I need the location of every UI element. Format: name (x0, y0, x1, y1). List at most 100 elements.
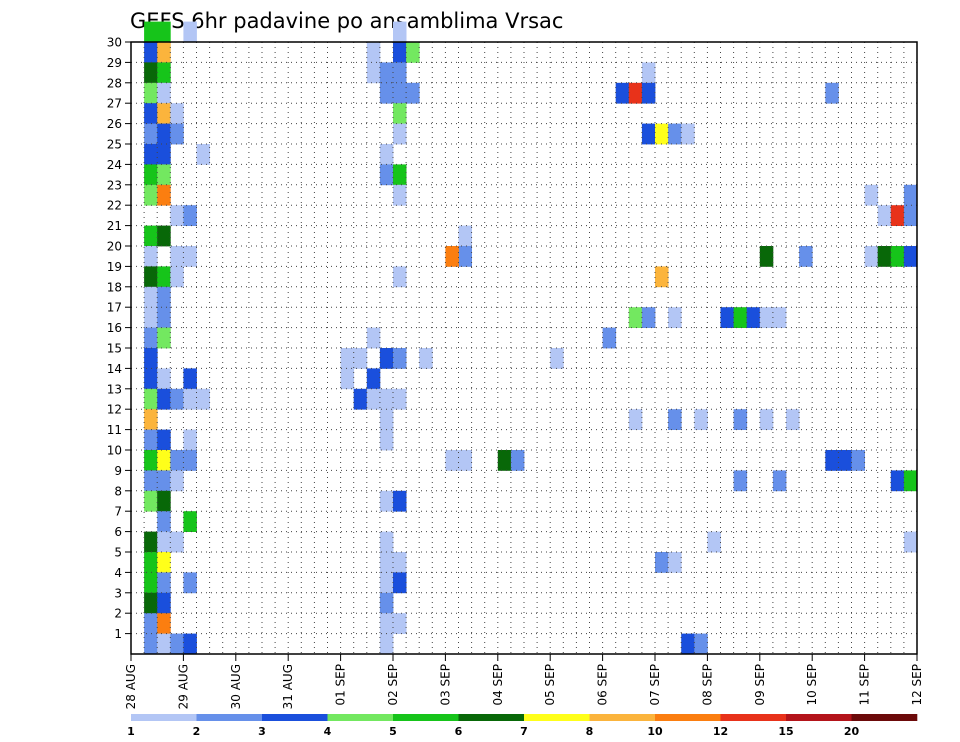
y-tick-label: 10 (107, 444, 122, 458)
heatmap-cell (157, 572, 171, 594)
x-tick-label: 31 AUG (281, 664, 295, 709)
heatmap-cell (681, 123, 695, 145)
heatmap-cell (379, 388, 394, 410)
x-tick-label: 11 SEP (858, 664, 872, 706)
heatmap-cell (655, 266, 669, 288)
heatmap-cell (144, 552, 158, 573)
y-tick-label: 6 (114, 525, 122, 539)
heatmap-cell (144, 184, 158, 206)
heatmap-cell (157, 490, 171, 512)
heatmap-cell (864, 246, 879, 267)
heatmap-cell (157, 225, 171, 247)
x-tick-label: 03 SEP (438, 664, 452, 706)
colorbar-label: 5 (389, 725, 397, 738)
heatmap-cell (838, 450, 852, 471)
heatmap-cell (903, 470, 918, 492)
heatmap-cell (733, 307, 748, 328)
heatmap-cell (379, 429, 394, 451)
heatmap-cell (366, 62, 381, 84)
heatmap-cell (157, 103, 171, 124)
heatmap-cell (144, 327, 158, 349)
heatmap-cell (157, 613, 171, 634)
y-tick-label: 28 (107, 76, 122, 90)
heatmap-cell (903, 531, 918, 553)
heatmap-cell (786, 409, 800, 430)
heatmap-cell (393, 164, 407, 186)
colorbar-label: 6 (455, 725, 463, 738)
heatmap-cell (497, 450, 512, 471)
heatmap-cell (144, 572, 158, 594)
heatmap-cell (144, 62, 158, 84)
heatmap-cell (170, 205, 184, 226)
heatmap-cell (655, 552, 669, 573)
heatmap-cell (890, 246, 905, 267)
colorbar-swatch (720, 714, 787, 721)
heatmap-cell (144, 470, 158, 492)
heatmap-cell (903, 184, 918, 206)
heatmap-cell (393, 123, 407, 145)
y-tick-label: 8 (114, 484, 122, 498)
heatmap-cell (379, 348, 394, 369)
x-tick-label: 10 SEP (805, 664, 819, 706)
x-tick-label: 05 SEP (543, 664, 557, 706)
y-tick-label: 3 (114, 586, 122, 600)
heatmap-cell (157, 429, 171, 451)
heatmap-cell (379, 633, 394, 655)
heatmap-cell (144, 246, 158, 267)
heatmap-cell (196, 388, 210, 410)
heatmap-cell (157, 42, 171, 63)
heatmap-cell (772, 470, 787, 492)
y-tick-label: 24 (107, 158, 122, 172)
heatmap-cell (379, 409, 394, 430)
heatmap-cell (144, 164, 158, 186)
colorbar-swatch (327, 714, 394, 721)
heatmap-cell (759, 246, 774, 267)
y-tick-label: 4 (114, 566, 122, 580)
heatmap-cell (379, 82, 394, 104)
heatmap-cell (144, 286, 158, 308)
heatmap-cell (366, 368, 381, 390)
heatmap-cell (890, 205, 905, 226)
y-tick-label: 12 (107, 403, 122, 417)
heatmap-cell (445, 450, 459, 471)
heatmap-cell (510, 450, 525, 471)
heatmap-cell (157, 450, 171, 471)
heatmap-cell (170, 123, 184, 145)
heatmap-cell (144, 42, 158, 63)
heatmap-cell (183, 21, 197, 43)
heatmap-cell (183, 246, 197, 267)
heatmap-cell (170, 633, 184, 655)
heatmap-cell (379, 613, 394, 634)
heatmap-cell (170, 246, 184, 267)
colorbar-swatch (196, 714, 263, 721)
heatmap-cell (655, 123, 669, 145)
colorbar-label: 20 (844, 725, 860, 738)
grid-layer (131, 41, 917, 654)
heatmap-cell (379, 531, 394, 553)
heatmap-cell (379, 490, 394, 512)
y-tick-label: 2 (114, 607, 122, 621)
heatmap-cell (406, 42, 420, 63)
y-tick-label: 7 (114, 505, 122, 519)
heatmap-cell (157, 633, 171, 655)
y-tick-label: 23 (107, 178, 122, 192)
heatmap-cell (694, 409, 708, 430)
heatmap-cell (746, 307, 761, 328)
heatmap-cell (668, 409, 682, 430)
heatmap-cell (890, 470, 905, 492)
colorbar-label: 3 (258, 725, 266, 738)
heatmap-cell (157, 144, 171, 165)
x-tick-label: 09 SEP (753, 664, 767, 706)
heatmap-cell (393, 62, 407, 84)
y-tick-label: 18 (107, 280, 122, 294)
heatmap-cell (641, 62, 656, 84)
heatmap-cell (144, 307, 158, 328)
heatmap-cell (458, 225, 472, 247)
heatmap-cell (366, 388, 381, 410)
x-tick-label: 06 SEP (596, 664, 610, 706)
heatmap-cell (864, 184, 879, 206)
heatmap-cell (393, 552, 407, 573)
heatmap-cell (379, 164, 394, 186)
heatmap-cell (157, 286, 171, 308)
